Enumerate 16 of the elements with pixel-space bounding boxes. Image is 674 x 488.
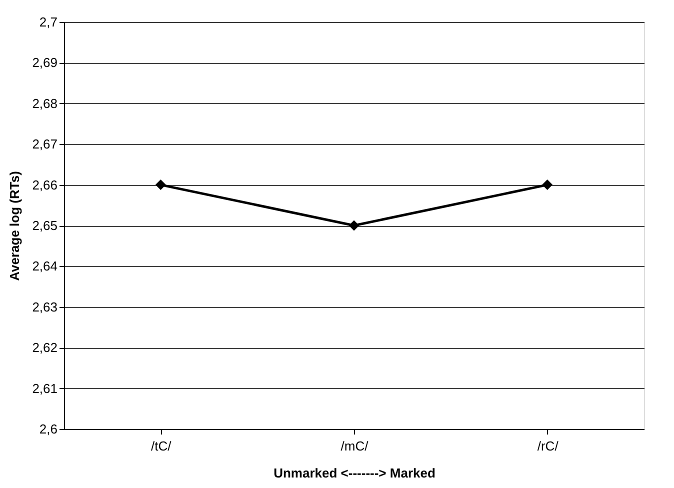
y-tick-label: 2,63 [32, 299, 58, 314]
y-tick-label: 2,6 [39, 422, 58, 436]
x-tick-label: /tC/ [151, 438, 172, 454]
y-tick-label: 2,64 [32, 258, 58, 274]
y-tick-label: 2,62 [32, 340, 58, 356]
y-axis-title: Average log (RTs) [7, 171, 22, 281]
y-tick-label: 2,61 [32, 380, 58, 396]
y-tick-label: 2,66 [32, 177, 58, 192]
x-tick-label: /mC/ [340, 438, 369, 454]
x-tick-label: /rC/ [537, 438, 559, 454]
y-tick-label: 2,65 [32, 218, 58, 233]
y-tick-label: 2,67 [32, 136, 58, 152]
y-tick-label: 2,69 [32, 55, 58, 70]
x-axis-title: Unmarked <-------> Marked [274, 466, 436, 480]
y-tick-label: 2,7 [39, 14, 58, 30]
y-tick-label: 2,68 [32, 96, 58, 111]
